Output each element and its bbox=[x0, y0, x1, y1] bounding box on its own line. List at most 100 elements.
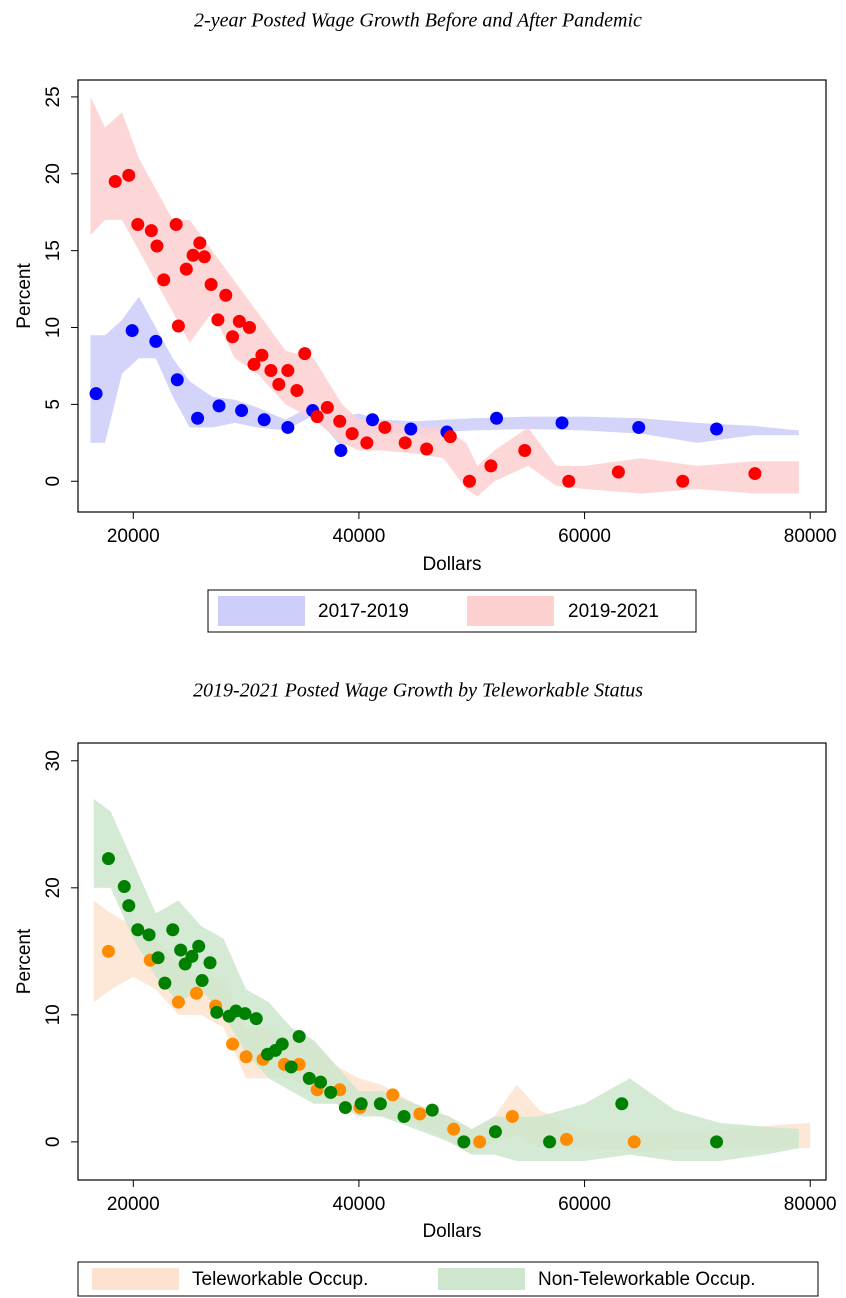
legend-swatch bbox=[438, 1268, 525, 1290]
confidence-band bbox=[90, 96, 799, 497]
point bbox=[284, 1060, 298, 1074]
point bbox=[378, 420, 392, 434]
point bbox=[117, 880, 131, 894]
legend-swatch bbox=[218, 596, 305, 626]
confidence-band bbox=[93, 798, 799, 1161]
point bbox=[324, 1085, 338, 1099]
legend-label: 2017-2019 bbox=[318, 601, 409, 622]
legend-label: 2019-2021 bbox=[568, 601, 659, 622]
point bbox=[108, 174, 122, 188]
point bbox=[490, 411, 504, 425]
point bbox=[314, 1075, 328, 1089]
point bbox=[226, 330, 240, 344]
point bbox=[302, 1071, 316, 1085]
point bbox=[334, 444, 348, 458]
point bbox=[157, 273, 171, 287]
point bbox=[632, 420, 646, 434]
point bbox=[122, 168, 136, 182]
plot bbox=[89, 96, 799, 497]
point bbox=[748, 467, 762, 481]
point bbox=[197, 250, 211, 264]
point bbox=[560, 1132, 574, 1146]
point bbox=[290, 384, 304, 398]
y-tick-label: 10 bbox=[43, 1004, 64, 1025]
point bbox=[298, 347, 312, 361]
point bbox=[131, 923, 145, 937]
confidence-band bbox=[90, 296, 799, 448]
point bbox=[264, 364, 278, 378]
point bbox=[242, 321, 256, 335]
point bbox=[192, 939, 206, 953]
point bbox=[149, 334, 163, 348]
point bbox=[627, 1135, 641, 1149]
y-axis-label: Percent bbox=[14, 263, 35, 329]
point bbox=[710, 422, 724, 436]
point bbox=[310, 410, 324, 424]
point bbox=[238, 1007, 252, 1021]
chart-title: 2-year Posted Wage Growth Before and Aft… bbox=[194, 10, 642, 32]
point bbox=[122, 899, 136, 913]
point bbox=[171, 319, 185, 333]
point bbox=[365, 413, 379, 427]
point bbox=[144, 224, 158, 238]
point bbox=[204, 277, 218, 291]
point bbox=[425, 1103, 439, 1117]
point bbox=[562, 474, 576, 488]
point bbox=[457, 1135, 471, 1149]
point bbox=[354, 1097, 368, 1111]
point bbox=[170, 373, 184, 387]
x-tick-label: 40000 bbox=[333, 526, 386, 547]
point bbox=[615, 1097, 629, 1111]
point bbox=[211, 313, 225, 327]
point bbox=[226, 1037, 240, 1051]
point bbox=[212, 399, 226, 413]
point bbox=[185, 949, 199, 963]
y-tick-label: 0 bbox=[43, 476, 64, 487]
point bbox=[275, 1037, 289, 1051]
point bbox=[247, 357, 261, 371]
point bbox=[473, 1135, 487, 1149]
point bbox=[166, 923, 180, 937]
x-tick-label: 80000 bbox=[784, 526, 837, 547]
point bbox=[398, 436, 412, 450]
point bbox=[219, 288, 233, 302]
legend-swatch bbox=[467, 596, 554, 626]
point bbox=[150, 239, 164, 253]
y-tick-label: 10 bbox=[43, 317, 64, 338]
point bbox=[360, 436, 374, 450]
point bbox=[320, 400, 334, 414]
y-tick-label: 25 bbox=[43, 86, 64, 107]
chart-title: 2019-2021 Posted Wage Growth by Telework… bbox=[193, 680, 643, 702]
point bbox=[488, 1125, 502, 1139]
point bbox=[195, 974, 209, 988]
point bbox=[151, 951, 165, 965]
x-tick-label: 60000 bbox=[558, 526, 611, 547]
point bbox=[404, 422, 418, 436]
point bbox=[345, 427, 359, 441]
point bbox=[174, 943, 188, 957]
point bbox=[101, 852, 115, 866]
x-axis-label: Dollars bbox=[422, 1221, 481, 1242]
legend-label: Non-Teleworkable Occup. bbox=[538, 1269, 756, 1290]
point bbox=[249, 1012, 263, 1026]
point bbox=[272, 377, 286, 391]
point bbox=[397, 1109, 411, 1123]
point bbox=[518, 444, 532, 458]
point bbox=[420, 442, 434, 456]
point bbox=[292, 1029, 306, 1043]
point bbox=[235, 404, 249, 418]
x-tick-label: 40000 bbox=[333, 1194, 386, 1215]
point bbox=[255, 348, 269, 362]
x-tick-label: 20000 bbox=[107, 526, 160, 547]
y-tick-label: 30 bbox=[43, 750, 64, 771]
point bbox=[142, 928, 156, 942]
point bbox=[193, 236, 207, 250]
point bbox=[373, 1097, 387, 1111]
point bbox=[676, 474, 690, 488]
y-tick-label: 0 bbox=[43, 1137, 64, 1148]
point bbox=[462, 474, 476, 488]
point bbox=[484, 459, 498, 473]
point bbox=[443, 430, 457, 444]
y-tick-label: 15 bbox=[43, 240, 64, 261]
point bbox=[158, 976, 172, 990]
